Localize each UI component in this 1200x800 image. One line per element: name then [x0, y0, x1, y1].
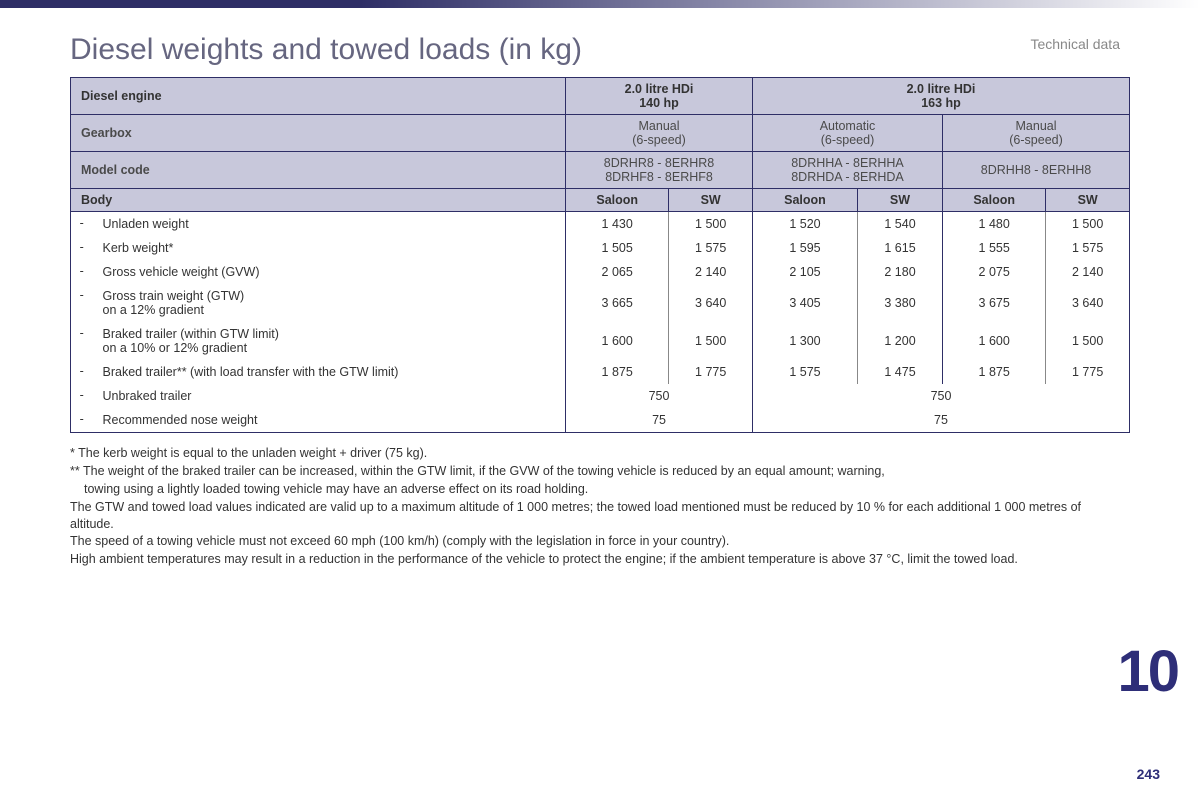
table-row: -Gross train weight (GTW)on a 12% gradie…	[71, 284, 1130, 322]
data-cell: 1 500	[669, 322, 753, 360]
footnote-1: * The kerb weight is equal to the unlade…	[70, 445, 1120, 462]
data-cell: 1 775	[669, 360, 753, 384]
data-cell: 1 575	[669, 236, 753, 260]
model-code-1: 8DRHHA - 8ERHHA 8DRHDA - 8ERHDA	[752, 152, 942, 189]
model-code-2: 8DRHH8 - 8ERHH8	[943, 152, 1130, 189]
body-0: Saloon	[566, 189, 669, 212]
gearbox-0: Manual (6-speed)	[566, 115, 753, 152]
engine-0: 2.0 litre HDi 140 hp	[566, 78, 753, 115]
row-dash: -	[71, 360, 93, 384]
data-cell: 75	[566, 408, 753, 433]
row-dash: -	[71, 212, 93, 237]
gearbox-2: Manual (6-speed)	[943, 115, 1130, 152]
table-row: -Gross vehicle weight (GVW)2 0652 1402 1…	[71, 260, 1130, 284]
body-4: Saloon	[943, 189, 1046, 212]
data-cell: 2 180	[857, 260, 942, 284]
data-cell: 2 140	[1046, 260, 1130, 284]
row-dash: -	[71, 322, 93, 360]
data-cell: 3 640	[1046, 284, 1130, 322]
data-cell: 2 075	[943, 260, 1046, 284]
page-title: Diesel weights and towed loads (in kg)	[70, 33, 1130, 67]
data-cell: 1 600	[943, 322, 1046, 360]
header-gearbox: Gearbox	[71, 115, 566, 152]
header-body: Body	[71, 189, 566, 212]
data-cell: 2 065	[566, 260, 669, 284]
page-content: Diesel weights and towed loads (in kg) D…	[0, 8, 1200, 568]
data-cell: 1 500	[669, 212, 753, 237]
data-cell: 1 200	[857, 322, 942, 360]
data-cell: 2 105	[752, 260, 857, 284]
engine-1: 2.0 litre HDi 163 hp	[752, 78, 1129, 115]
data-cell: 1 595	[752, 236, 857, 260]
page-number: 243	[1137, 766, 1160, 782]
data-cell: 2 140	[669, 260, 753, 284]
data-cell: 750	[752, 384, 1129, 408]
row-label: Unladen weight	[93, 212, 566, 237]
row-dash: -	[71, 284, 93, 322]
chapter-number: 10	[1117, 638, 1178, 705]
table-row: -Unbraked trailer750750	[71, 384, 1130, 408]
top-gradient-bar	[0, 0, 1200, 8]
data-cell: 1 600	[566, 322, 669, 360]
weights-table: Diesel engine 2.0 litre HDi 140 hp 2.0 l…	[70, 77, 1130, 433]
data-cell: 1 480	[943, 212, 1046, 237]
gearbox-1: Automatic (6-speed)	[752, 115, 942, 152]
data-cell: 1 520	[752, 212, 857, 237]
body-5: SW	[1046, 189, 1130, 212]
footnote-5: High ambient temperatures may result in …	[70, 551, 1120, 568]
row-dash: -	[71, 260, 93, 284]
data-cell: 3 665	[566, 284, 669, 322]
footnote-3: The GTW and towed load values indicated …	[70, 499, 1120, 533]
section-label: Technical data	[1030, 36, 1120, 52]
table-row: -Braked trailer (within GTW limit)on a 1…	[71, 322, 1130, 360]
data-cell: 1 505	[566, 236, 669, 260]
data-cell: 1 500	[1046, 212, 1130, 237]
data-cell: 1 540	[857, 212, 942, 237]
data-cell: 1 875	[943, 360, 1046, 384]
footnote-4: The speed of a towing vehicle must not e…	[70, 533, 1120, 550]
table-row: -Braked trailer** (with load transfer wi…	[71, 360, 1130, 384]
row-dash: -	[71, 384, 93, 408]
row-label: Kerb weight*	[93, 236, 566, 260]
table-row: -Recommended nose weight7575	[71, 408, 1130, 433]
data-cell: 1 575	[752, 360, 857, 384]
footnote-2b: towing using a lightly loaded towing veh…	[70, 481, 1120, 498]
data-cell: 1 300	[752, 322, 857, 360]
row-label: Unbraked trailer	[93, 384, 566, 408]
body-3: SW	[857, 189, 942, 212]
model-code-0: 8DRHR8 - 8ERHR8 8DRHF8 - 8ERHF8	[566, 152, 753, 189]
body-1: SW	[669, 189, 753, 212]
data-cell: 3 640	[669, 284, 753, 322]
row-label: Braked trailer (within GTW limit)on a 10…	[93, 322, 566, 360]
header-engine: Diesel engine	[71, 78, 566, 115]
data-cell: 1 615	[857, 236, 942, 260]
data-cell: 3 675	[943, 284, 1046, 322]
data-cell: 75	[752, 408, 1129, 433]
data-cell: 750	[566, 384, 753, 408]
data-cell: 1 575	[1046, 236, 1130, 260]
data-cell: 1 875	[566, 360, 669, 384]
footnotes: * The kerb weight is equal to the unlade…	[70, 445, 1120, 568]
row-label: Recommended nose weight	[93, 408, 566, 433]
data-cell: 1 475	[857, 360, 942, 384]
header-model-code: Model code	[71, 152, 566, 189]
data-cell: 1 500	[1046, 322, 1130, 360]
table-row: -Kerb weight*1 5051 5751 5951 6151 5551 …	[71, 236, 1130, 260]
body-2: Saloon	[752, 189, 857, 212]
row-label: Gross vehicle weight (GVW)	[93, 260, 566, 284]
data-cell: 1 430	[566, 212, 669, 237]
row-dash: -	[71, 236, 93, 260]
row-label: Gross train weight (GTW)on a 12% gradien…	[93, 284, 566, 322]
data-cell: 1 555	[943, 236, 1046, 260]
data-cell: 3 380	[857, 284, 942, 322]
footnote-2a: ** The weight of the braked trailer can …	[70, 463, 1120, 480]
row-dash: -	[71, 408, 93, 433]
table-row: -Unladen weight1 4301 5001 5201 5401 480…	[71, 212, 1130, 237]
data-cell: 3 405	[752, 284, 857, 322]
data-cell: 1 775	[1046, 360, 1130, 384]
row-label: Braked trailer** (with load transfer wit…	[93, 360, 566, 384]
